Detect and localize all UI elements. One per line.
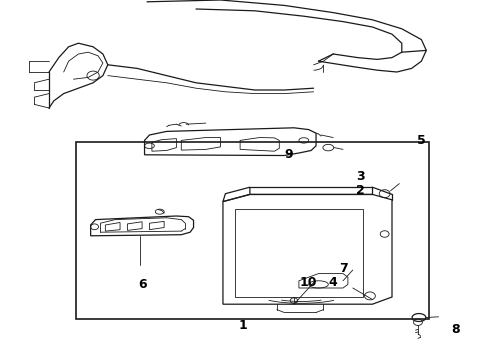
Text: 8: 8 [451,323,460,336]
Text: 3: 3 [356,170,365,183]
Text: 7: 7 [339,262,347,275]
Text: 6: 6 [138,278,147,291]
Text: 5: 5 [417,134,426,147]
Text: 10: 10 [300,276,318,289]
Text: 1: 1 [238,319,247,332]
Text: 2: 2 [356,184,365,197]
Bar [76,142,429,319]
Text: 9: 9 [285,148,294,161]
Text: 4: 4 [329,276,338,289]
